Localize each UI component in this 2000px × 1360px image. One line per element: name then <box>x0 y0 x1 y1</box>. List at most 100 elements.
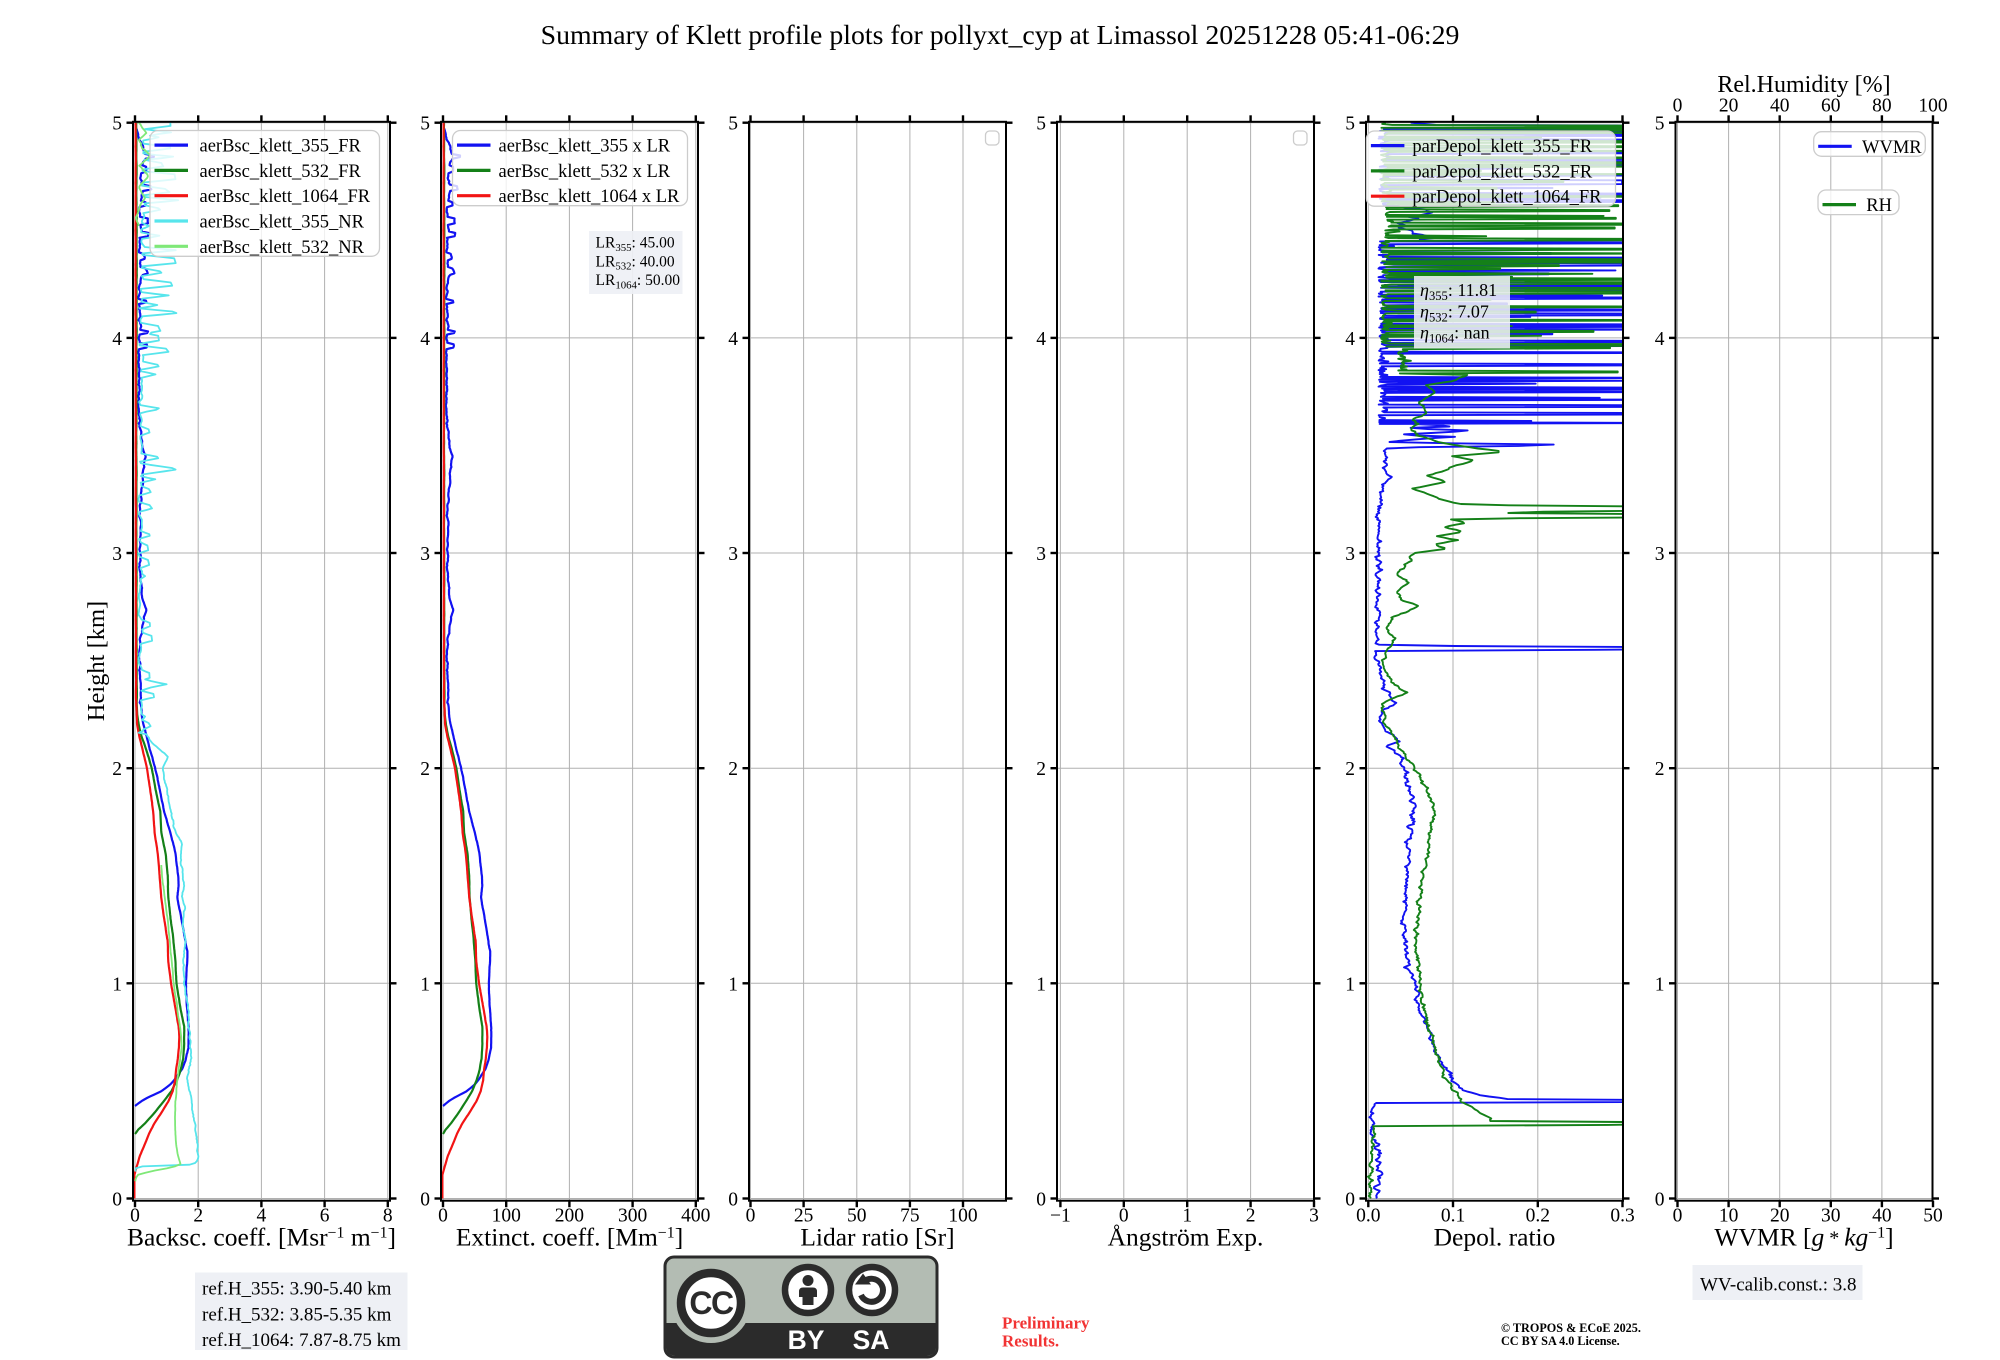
svg-text:4: 4 <box>1655 329 1665 350</box>
svg-text:2: 2 <box>1345 759 1355 780</box>
svg-text:0: 0 <box>728 1190 738 1211</box>
svg-text:BY: BY <box>788 1325 825 1355</box>
svg-text:2: 2 <box>728 759 738 780</box>
svg-text:3: 3 <box>728 544 738 565</box>
svg-text:aerBsc_klett_532_FR: aerBsc_klett_532_FR <box>200 162 362 182</box>
svg-text:Backsc. coeff. [Msr−1​ m−1​]: Backsc. coeff. [Msr−1​ m−1​] <box>127 1223 396 1252</box>
svg-text:4: 4 <box>1036 329 1046 350</box>
svg-text:RH: RH <box>1866 196 1892 216</box>
svg-text:Ångström Exp.: Ångström Exp. <box>1108 1223 1264 1252</box>
svg-text:parDepol_klett_1064_FR: parDepol_klett_1064_FR <box>1412 188 1602 208</box>
svg-text:WV-calib.const.: 3.8: WV-calib.const.: 3.8 <box>1700 1275 1857 1296</box>
svg-text:4: 4 <box>257 1206 267 1227</box>
svg-text:0: 0 <box>1119 1206 1129 1227</box>
svg-text:Rel.Humidity [%]: Rel.Humidity [%] <box>1717 72 1890 98</box>
svg-text:40: 40 <box>1872 1206 1892 1227</box>
svg-text:30: 30 <box>1821 1206 1841 1227</box>
svg-text:20: 20 <box>1770 1206 1790 1227</box>
svg-text:Depol. ratio: Depol. ratio <box>1434 1223 1556 1252</box>
svg-text:2: 2 <box>420 759 430 780</box>
svg-text:5: 5 <box>1345 114 1355 135</box>
svg-text:0: 0 <box>1655 1190 1665 1211</box>
svg-text:1: 1 <box>1036 974 1046 995</box>
svg-text:5: 5 <box>728 114 738 135</box>
svg-text:Lidar ratio [Sr]: Lidar ratio [Sr] <box>800 1223 954 1252</box>
svg-text:0: 0 <box>746 1206 756 1227</box>
svg-text:75: 75 <box>900 1206 920 1227</box>
svg-text:10: 10 <box>1719 1206 1739 1227</box>
svg-text:1: 1 <box>1345 974 1355 995</box>
svg-text:5: 5 <box>420 114 430 135</box>
svg-text:50: 50 <box>847 1206 867 1227</box>
svg-text:0.3: 0.3 <box>1610 1206 1634 1227</box>
svg-text:6: 6 <box>320 1206 330 1227</box>
svg-text:2: 2 <box>193 1206 203 1227</box>
svg-text:1: 1 <box>420 974 430 995</box>
svg-text:ref.H_1064: 7.87-8.75 km: ref.H_1064: 7.87-8.75 km <box>202 1330 401 1351</box>
svg-text:3: 3 <box>1309 1206 1319 1227</box>
svg-text:4: 4 <box>112 329 122 350</box>
svg-text:WVMR: WVMR <box>1862 138 1922 158</box>
svg-text:25: 25 <box>794 1206 814 1227</box>
svg-text:Preliminary: Preliminary <box>1002 1314 1090 1333</box>
svg-text:WVMR [g * kg−1​]: WVMR [g * kg−1​] <box>1714 1223 1893 1252</box>
svg-text:1: 1 <box>728 974 738 995</box>
svg-text:aerBsc_klett_355 x LR: aerBsc_klett_355 x LR <box>499 137 671 157</box>
svg-text:0.2: 0.2 <box>1526 1206 1550 1227</box>
svg-text:−1: −1 <box>1050 1206 1071 1227</box>
svg-text:aerBsc_klett_532 x LR: aerBsc_klett_532 x LR <box>499 162 671 182</box>
svg-text:3: 3 <box>420 544 430 565</box>
svg-text:CC: CC <box>689 1285 734 1321</box>
svg-text:1: 1 <box>1182 1206 1192 1227</box>
svg-text:2: 2 <box>112 759 122 780</box>
svg-text:CC BY SA 4.0 License.: CC BY SA 4.0 License. <box>1501 1334 1620 1348</box>
svg-text:2: 2 <box>1036 759 1046 780</box>
svg-text:LR532​: 40.00: LR532​: 40.00 <box>596 253 675 272</box>
svg-text:2: 2 <box>1246 1206 1256 1227</box>
svg-text:0: 0 <box>130 1206 140 1227</box>
svg-text:4: 4 <box>1345 329 1355 350</box>
svg-text:40: 40 <box>1770 96 1790 117</box>
svg-text:0.0: 0.0 <box>1356 1206 1380 1227</box>
svg-text:parDepol_klett_532_FR: parDepol_klett_532_FR <box>1412 162 1593 182</box>
svg-text:5: 5 <box>1036 114 1046 135</box>
svg-text:4: 4 <box>420 329 430 350</box>
svg-text:aerBsc_klett_355_NR: aerBsc_klett_355_NR <box>200 213 365 233</box>
svg-text:20: 20 <box>1719 96 1739 117</box>
svg-text:LR1064​: 50.00: LR1064​: 50.00 <box>596 272 681 291</box>
svg-text:5: 5 <box>112 114 122 135</box>
svg-text:4: 4 <box>728 329 738 350</box>
svg-text:ref.H_532: 3.85-5.35 km: ref.H_532: 3.85-5.35 km <box>202 1304 392 1325</box>
svg-text:0: 0 <box>420 1190 430 1211</box>
svg-text:400: 400 <box>681 1206 710 1227</box>
svg-text:© TROPOS & ECoE 2025.: © TROPOS & ECoE 2025. <box>1501 1321 1641 1335</box>
svg-text:aerBsc_klett_1064_FR: aerBsc_klett_1064_FR <box>200 187 371 207</box>
svg-text:8: 8 <box>383 1206 393 1227</box>
svg-text:3: 3 <box>1036 544 1046 565</box>
svg-text:1: 1 <box>1655 974 1665 995</box>
svg-text:0: 0 <box>1673 96 1683 117</box>
svg-text:3: 3 <box>112 544 122 565</box>
svg-text:Summary of Klett profile plots: Summary of Klett profile plots for polly… <box>541 20 1460 51</box>
svg-text:Extinct. coeff. [Mm−1​]: Extinct. coeff. [Mm−1​] <box>456 1223 683 1252</box>
svg-text:parDepol_klett_355_FR: parDepol_klett_355_FR <box>1412 137 1593 157</box>
svg-text:0: 0 <box>1673 1206 1683 1227</box>
svg-text:1: 1 <box>112 974 122 995</box>
svg-text:0.1: 0.1 <box>1441 1206 1465 1227</box>
svg-text:200: 200 <box>555 1206 584 1227</box>
svg-text:ref.H_355: 3.90-5.40 km: ref.H_355: 3.90-5.40 km <box>202 1279 392 1300</box>
svg-text:0: 0 <box>1345 1190 1355 1211</box>
svg-text:SA: SA <box>853 1325 890 1355</box>
svg-text:aerBsc_klett_1064 x LR: aerBsc_klett_1064 x LR <box>499 187 681 207</box>
svg-text:100: 100 <box>948 1206 977 1227</box>
svg-text:2: 2 <box>1655 759 1665 780</box>
svg-text:60: 60 <box>1821 96 1841 117</box>
svg-text:0: 0 <box>438 1206 448 1227</box>
svg-text:3: 3 <box>1655 544 1665 565</box>
svg-text:100: 100 <box>492 1206 521 1227</box>
svg-text:0: 0 <box>1036 1190 1046 1211</box>
svg-text:80: 80 <box>1872 96 1892 117</box>
svg-text:100: 100 <box>1918 96 1947 117</box>
svg-text:Height [km]: Height [km] <box>83 601 110 721</box>
svg-text:0: 0 <box>112 1190 122 1211</box>
